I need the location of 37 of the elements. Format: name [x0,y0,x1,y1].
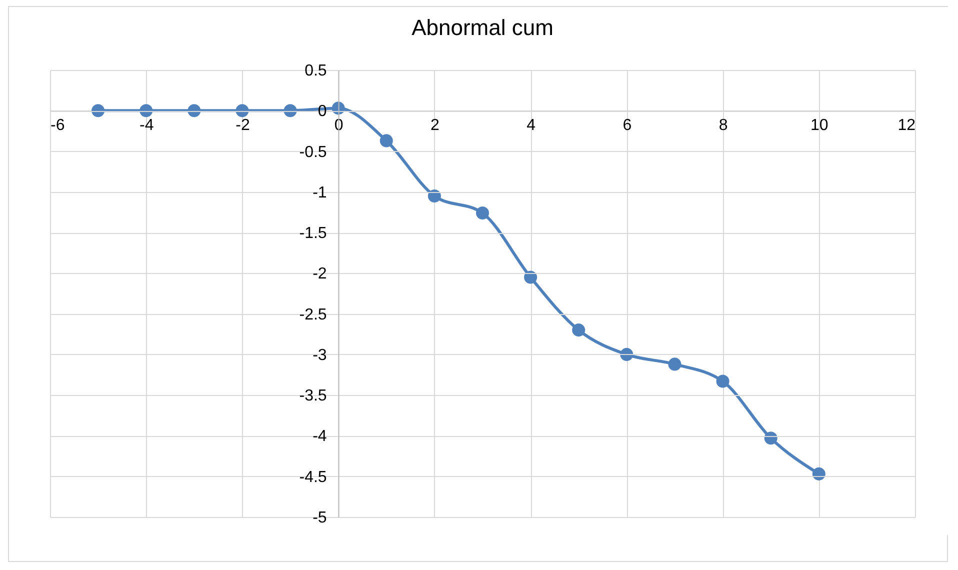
y-tick-label: -2.5 [299,306,327,324]
x-tick-label: 2 [430,117,440,134]
y-tick-label: -2 [312,266,327,283]
point [812,467,826,480]
y-tick-label: -5 [312,510,327,526]
y-tick-label: -3.5 [299,388,327,405]
y-tick-label: -1 [312,184,327,202]
point [188,104,201,118]
y-tick-label: -3 [312,346,327,364]
point [716,374,730,388]
point [140,104,153,118]
point [572,324,586,337]
point [668,358,682,371]
x-tick-label: -4 [139,117,154,134]
point [236,104,249,118]
x-tick-label: 10 [810,117,828,134]
x-tick-label: 4 [526,117,536,134]
x-tick-label: -2 [236,117,250,134]
y-tick-label: -1.5 [299,225,327,242]
point [764,432,778,445]
point [524,270,538,284]
x-tick-label: 8 [718,117,728,134]
chart-title: Abnormal cum [412,15,554,40]
x-tick-label: 6 [622,117,632,134]
x-tick-label: 0 [334,117,344,134]
x-tick-label: 12 [898,117,916,134]
y-tick-label: 0.5 [304,62,327,80]
point [620,348,634,361]
y-tick-label: -4 [312,428,327,446]
x-tick-label: -6 [50,117,65,134]
point [380,134,393,148]
y-tick-label: -4.5 [299,468,327,486]
point [284,104,297,118]
point [476,206,490,220]
point [92,104,105,118]
y-tick-label: -0.5 [299,144,327,161]
point [428,189,441,202]
